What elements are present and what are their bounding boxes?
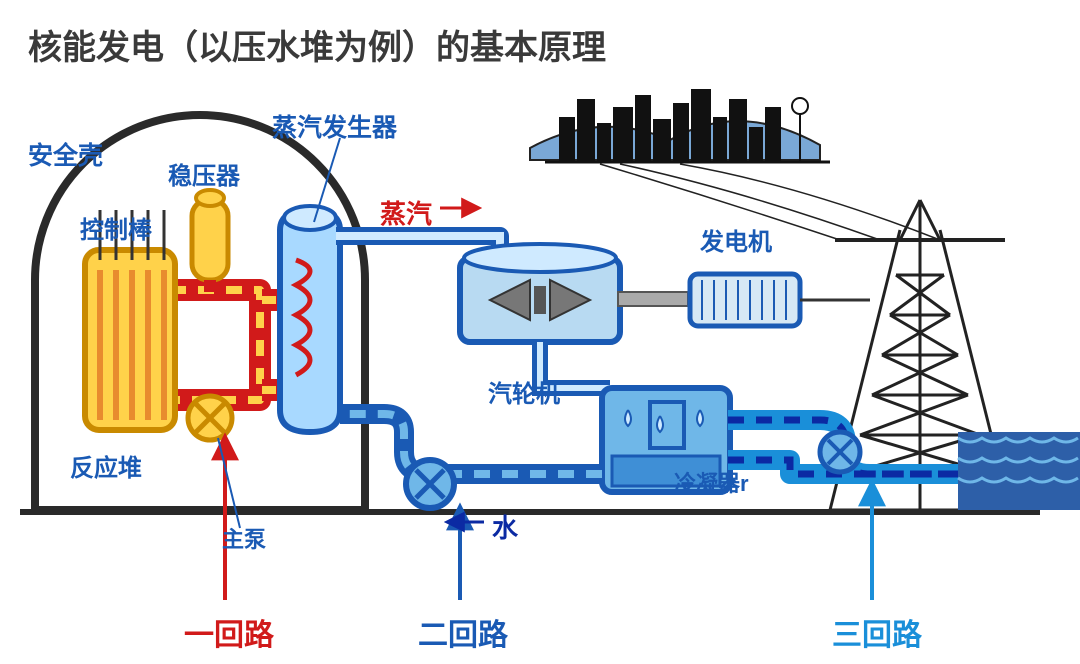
title: 核能发电（以压水堆为例）的基本原理: [28, 20, 606, 69]
pressurizer: [192, 190, 228, 292]
label-main-pump: 主泵: [222, 522, 266, 554]
label-pressurizer: 稳压器: [168, 156, 240, 191]
secondary-feedwater: [340, 414, 602, 508]
steam-turbine: [460, 244, 688, 388]
diagram-svg: [0, 0, 1080, 664]
label-steam-generator: 蒸汽发生器: [272, 108, 397, 144]
label-turbine: 汽轮机: [488, 374, 560, 409]
label-condenser: 冷凝器r: [674, 466, 749, 498]
label-loop3: 三回路: [832, 610, 922, 654]
label-loop1: 一回路: [184, 610, 274, 654]
label-generator: 发电机: [700, 222, 772, 257]
label-water: 水: [492, 508, 518, 545]
label-loop2: 二回路: [418, 610, 508, 654]
electric-generator: [690, 274, 870, 326]
label-steam: 蒸汽: [380, 194, 432, 231]
tertiary-loop: [728, 420, 960, 474]
label-reactor: 反应堆: [70, 448, 142, 483]
label-containment: 安全壳: [28, 136, 103, 172]
diagram-canvas: 核能发电（以压水堆为例）的基本原理 安全壳 控制棒 稳压器 蒸汽发生器 反应堆 …: [0, 0, 1080, 664]
label-control-rods: 控制棒: [80, 210, 152, 245]
main-pump: [188, 396, 232, 440]
sea-heatsink: [958, 432, 1080, 510]
steam-generator: [280, 206, 340, 432]
